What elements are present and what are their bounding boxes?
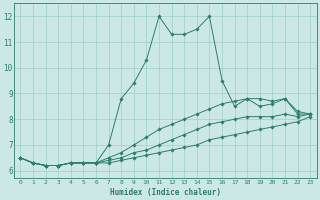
X-axis label: Humidex (Indice chaleur): Humidex (Indice chaleur) [110,188,221,197]
